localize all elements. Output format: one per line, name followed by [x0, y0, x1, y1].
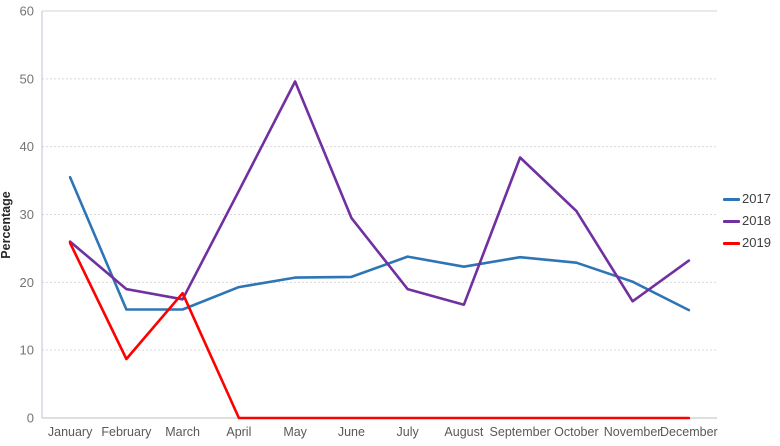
legend-label-2019: 2019 — [742, 235, 771, 250]
legend-item-2017: 2017 — [723, 191, 771, 207]
series-lines — [68, 80, 691, 420]
legend-label-2018: 2018 — [742, 213, 771, 228]
x-axis-label: April — [226, 425, 251, 439]
y-axis: 0 10 20 30 40 50 60 — [20, 4, 43, 426]
y-tick-label: 40 — [20, 139, 34, 154]
series-line-2019 — [68, 241, 691, 420]
legend-item-2018: 2018 — [723, 213, 771, 229]
y-tick-label: 50 — [20, 71, 34, 86]
x-axis-label: September — [490, 425, 551, 439]
y-axis-title: Percentage — [0, 191, 13, 258]
x-axis: January February March April May June July Augu… — [48, 425, 718, 439]
y-tick-label: 0 — [27, 411, 34, 426]
x-axis-label: July — [397, 425, 420, 439]
x-axis-label: October — [554, 425, 598, 439]
series-line-2017 — [68, 175, 691, 312]
legend-label-2017: 2017 — [742, 191, 771, 206]
y-tick-label: 20 — [20, 275, 34, 290]
y-tick-label: 10 — [20, 343, 34, 358]
legend-item-2019: 2019 — [723, 235, 771, 251]
x-axis-label: May — [283, 425, 307, 439]
legend-swatch-2019 — [723, 241, 740, 245]
legend: 2017 2018 2019 — [723, 191, 771, 251]
y-tick-label: 30 — [20, 207, 34, 222]
y-tick-label: 60 — [20, 4, 34, 19]
legend-swatch-2018 — [723, 219, 740, 223]
gridlines — [42, 10, 717, 419]
legend-swatch-2017 — [723, 197, 740, 201]
series-line-2018 — [68, 80, 691, 307]
x-axis-label: August — [444, 425, 483, 439]
x-axis-label: June — [338, 425, 365, 439]
x-axis-label: January — [48, 425, 93, 439]
x-axis-label: February — [101, 425, 152, 439]
x-axis-label: March — [165, 425, 200, 439]
x-axis-label: November — [604, 425, 662, 439]
x-axis-label: December — [660, 425, 718, 439]
